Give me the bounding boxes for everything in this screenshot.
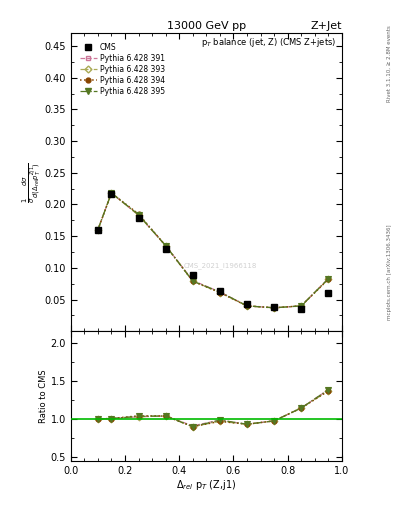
Text: 13000 GeV pp: 13000 GeV pp: [167, 20, 246, 31]
Legend: CMS, Pythia 6.428 391, Pythia 6.428 393, Pythia 6.428 394, Pythia 6.428 395: CMS, Pythia 6.428 391, Pythia 6.428 393,…: [80, 43, 165, 96]
Text: Z+Jet: Z+Jet: [310, 20, 342, 31]
X-axis label: $\Delta_{rel}$ p$_T$ (Z,j1): $\Delta_{rel}$ p$_T$ (Z,j1): [176, 478, 237, 493]
Text: p$_T$ balance (jet, Z) (CMS Z+jets): p$_T$ balance (jet, Z) (CMS Z+jets): [201, 36, 336, 49]
Y-axis label: Ratio to CMS: Ratio to CMS: [39, 369, 48, 423]
Text: CMS_2021_I1966118: CMS_2021_I1966118: [183, 262, 257, 269]
Text: mcplots.cern.ch [arXiv:1306.3436]: mcplots.cern.ch [arXiv:1306.3436]: [387, 225, 391, 321]
Y-axis label: $\frac{1}{\sigma}\frac{d\sigma}{d(\Delta_{rel}p_T^{Zj1})}$: $\frac{1}{\sigma}\frac{d\sigma}{d(\Delta…: [20, 162, 43, 203]
Text: Rivet 3.1.10, ≥ 2.8M events: Rivet 3.1.10, ≥ 2.8M events: [387, 25, 391, 102]
